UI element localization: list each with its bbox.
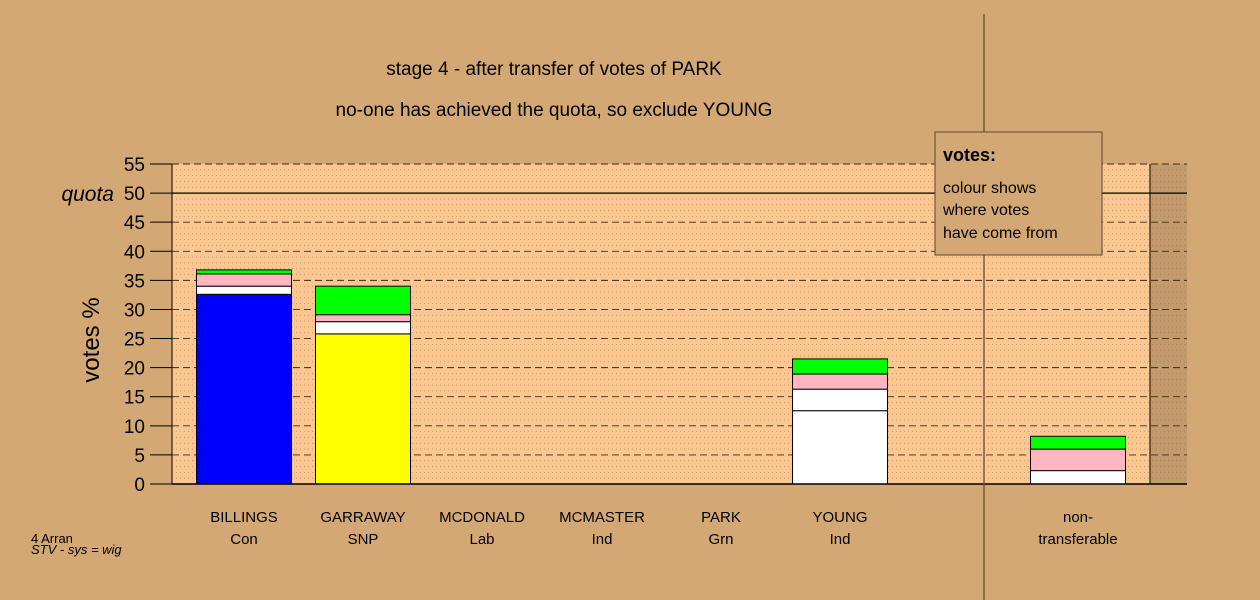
bar-segment — [315, 321, 411, 335]
bar-segment — [1030, 448, 1126, 472]
quota-label: quota — [61, 183, 114, 206]
y-tick-label: 30 — [124, 300, 145, 321]
category-party-label: Grn — [708, 531, 733, 548]
footer-line-1: 4 Arran — [31, 531, 73, 546]
y-tick-label: 35 — [124, 271, 145, 292]
bar-segment — [315, 314, 411, 323]
legend-line-1: colour shows — [943, 180, 1036, 197]
category-name-label: PARK — [701, 509, 741, 526]
y-tick-label: 50 — [124, 184, 145, 205]
y-tick-label: 5 — [134, 446, 145, 467]
category-party-label: Ind — [592, 531, 613, 548]
y-tick-label: 45 — [124, 213, 145, 234]
category-name-label: BILLINGS — [210, 509, 278, 526]
category-party-label: transferable — [1038, 531, 1117, 548]
bar-segment — [792, 373, 888, 390]
bar-segment — [196, 273, 292, 287]
legend-title: votes: — [943, 145, 996, 165]
footer-line-2: STV - sys = wig — [31, 542, 122, 557]
y-tick-label: 20 — [124, 359, 145, 380]
plot-area-right-margin — [1150, 164, 1187, 484]
bar-segment — [1030, 435, 1126, 450]
category-party-label: Con — [230, 531, 258, 548]
category-party-label: Lab — [469, 531, 494, 548]
header-line-1: stage 4 - after transfer of votes of PAR… — [386, 59, 722, 80]
bar-segment — [792, 410, 888, 485]
y-tick-label: 40 — [124, 242, 145, 263]
bar-segment — [792, 388, 888, 412]
bar-segment — [196, 293, 292, 485]
bar-segment — [315, 333, 411, 485]
category-name-label: YOUNG — [812, 509, 867, 526]
y-tick-label: 55 — [124, 155, 145, 176]
category-party-label: SNP — [348, 531, 379, 548]
category-name-label: MCMASTER — [559, 509, 645, 526]
legend: votes: colour shows where votes have com… — [934, 131, 1103, 256]
legend-line-3: have come from — [943, 225, 1058, 242]
legend-box — [934, 131, 1103, 256]
legend-line-2: where votes — [942, 202, 1029, 219]
y-axis-label: votes % — [78, 297, 105, 382]
category-party-label: Ind — [830, 531, 851, 548]
bar-segment — [196, 269, 292, 275]
y-tick-label: 10 — [124, 417, 145, 438]
category-name-label: MCDONALD — [439, 509, 525, 526]
bar-segment — [1030, 470, 1126, 485]
header-line-2: no-one has achieved the quota, so exclud… — [336, 100, 773, 121]
y-tick-label: 15 — [124, 388, 145, 409]
bar-segment — [196, 285, 292, 295]
bar-segment — [792, 358, 888, 375]
category-name-label: non- — [1063, 509, 1093, 526]
category-name-label: GARRAWAY — [320, 509, 405, 526]
y-tick-label: 25 — [124, 330, 145, 351]
bar-segment — [315, 285, 411, 316]
y-tick-label: 0 — [134, 475, 145, 496]
